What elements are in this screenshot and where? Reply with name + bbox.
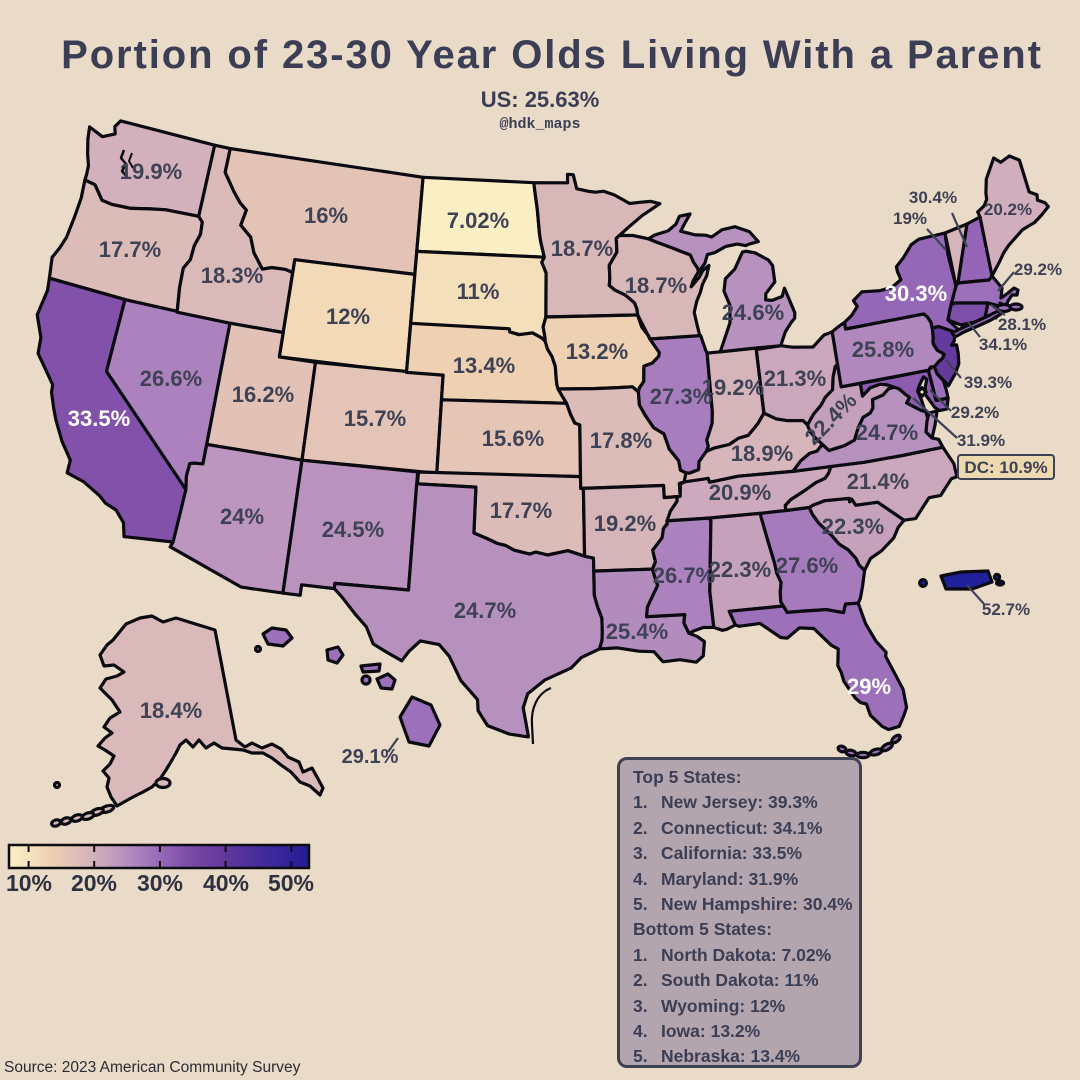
svg-text:24.7%: 24.7%	[856, 420, 918, 445]
svg-text:15.7%: 15.7%	[344, 406, 406, 431]
svg-text:29%: 29%	[847, 674, 891, 699]
svg-text:26.6%: 26.6%	[140, 366, 202, 391]
svg-text:18.9%: 18.9%	[731, 441, 793, 466]
svg-text:15.6%: 15.6%	[482, 426, 544, 451]
svg-text:24%: 24%	[220, 504, 264, 529]
svg-text:24.5%: 24.5%	[322, 517, 384, 542]
svg-text:22.3%: 22.3%	[822, 514, 884, 539]
svg-text:21.4%: 21.4%	[847, 469, 909, 494]
svg-text:31.9%: 31.9%	[957, 431, 1005, 450]
svg-text:19.2%: 19.2%	[594, 511, 656, 536]
svg-text:11%: 11%	[457, 279, 500, 304]
svg-text:13.2%: 13.2%	[566, 339, 628, 364]
svg-text:20.9%: 20.9%	[709, 480, 771, 505]
svg-text:21.3%: 21.3%	[764, 366, 826, 391]
svg-text:16.2%: 16.2%	[232, 382, 294, 407]
svg-text:17.7%: 17.7%	[99, 237, 161, 262]
svg-text:20%: 20%	[71, 870, 117, 896]
svg-text:27.6%: 27.6%	[776, 553, 838, 578]
svg-text:33.5%: 33.5%	[68, 406, 130, 431]
svg-text:25.8%: 25.8%	[852, 337, 914, 362]
svg-text:29.2%: 29.2%	[951, 403, 999, 422]
svg-text:20.2%: 20.2%	[984, 200, 1032, 219]
svg-text:26.7%: 26.7%	[653, 563, 715, 588]
svg-text:18.7%: 18.7%	[625, 273, 687, 298]
svg-text:DC: 10.9%: DC: 10.9%	[964, 458, 1047, 477]
svg-text:16%: 16%	[304, 203, 348, 228]
svg-text:24.7%: 24.7%	[454, 598, 516, 623]
svg-text:40%: 40%	[203, 870, 249, 896]
svg-text:18.7%: 18.7%	[551, 236, 613, 261]
svg-text:22.3%: 22.3%	[709, 557, 771, 582]
svg-text:12%: 12%	[326, 304, 370, 329]
svg-text:30.3%: 30.3%	[885, 281, 947, 306]
svg-text:17.7%: 17.7%	[490, 498, 552, 523]
svg-text:13.4%: 13.4%	[453, 353, 515, 378]
svg-text:19.2%: 19.2%	[702, 375, 764, 400]
svg-text:17.8%: 17.8%	[590, 428, 652, 453]
svg-text:10%: 10%	[6, 870, 52, 896]
svg-text:50%: 50%	[268, 870, 314, 896]
svg-text:25.4%: 25.4%	[606, 619, 668, 644]
svg-text:7.02%: 7.02%	[447, 208, 509, 233]
svg-text:24.6%: 24.6%	[722, 300, 784, 325]
svg-text:27.3%: 27.3%	[650, 384, 712, 409]
svg-text:19.9%: 19.9%	[120, 159, 182, 184]
svg-text:18.4%: 18.4%	[140, 698, 202, 723]
svg-text:34.1%: 34.1%	[979, 335, 1027, 354]
svg-text:29.1%: 29.1%	[342, 746, 399, 768]
svg-text:28.1%: 28.1%	[998, 315, 1046, 334]
svg-text:52.7%: 52.7%	[982, 600, 1030, 619]
svg-text:39.3%: 39.3%	[964, 373, 1012, 392]
svg-text:18.3%: 18.3%	[201, 263, 263, 288]
svg-text:29.2%: 29.2%	[1014, 260, 1062, 279]
svg-text:19%: 19%	[893, 209, 927, 228]
svg-text:30.4%: 30.4%	[909, 188, 957, 207]
svg-text:30%: 30%	[137, 870, 183, 896]
